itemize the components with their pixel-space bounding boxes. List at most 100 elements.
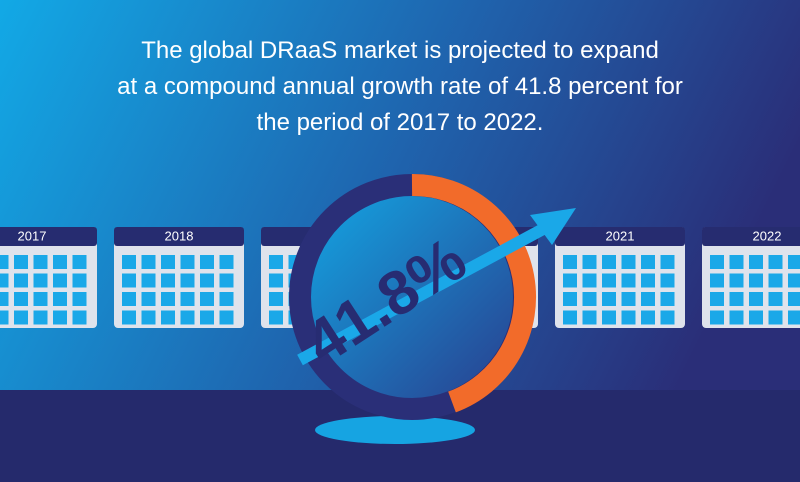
calendar-day <box>72 292 87 306</box>
calendar-day <box>122 292 136 306</box>
calendar-day <box>729 273 744 288</box>
ring-highlight <box>411 173 536 413</box>
headline-line: The global DRaaS market is projected to … <box>141 37 659 64</box>
calendar-day <box>53 255 67 269</box>
calendar-day <box>219 292 234 306</box>
calendar-day <box>200 292 214 306</box>
calendar-header <box>0 227 97 246</box>
calendar-day <box>200 310 214 325</box>
calendar-day <box>788 292 800 306</box>
calendar-header <box>702 227 800 246</box>
calendar-day <box>788 273 800 288</box>
calendar-day <box>200 255 214 269</box>
calendar-day <box>72 255 87 269</box>
calendar-day <box>729 292 744 306</box>
calendar-day <box>122 310 136 325</box>
calendar-day <box>729 310 744 325</box>
calendar-day <box>582 273 597 288</box>
calendar-day <box>53 310 67 325</box>
calendar-day <box>0 310 9 325</box>
calendar-day <box>768 310 783 325</box>
calendar-day <box>33 255 48 269</box>
calendar-day <box>582 255 597 269</box>
calendar-day <box>749 273 763 288</box>
calendar-day <box>0 292 9 306</box>
calendar-day <box>710 310 724 325</box>
calendar-day <box>660 255 675 269</box>
calendar-day <box>641 310 655 325</box>
calendar-year: 2018 <box>165 228 194 243</box>
calendar-day <box>641 255 655 269</box>
calendar-day <box>180 255 195 269</box>
calendar-day <box>269 292 283 306</box>
calendar-day <box>269 273 283 288</box>
calendar-day <box>563 255 577 269</box>
calendar-day <box>33 273 48 288</box>
calendar-day <box>0 255 9 269</box>
calendar-day <box>563 310 577 325</box>
calendar-header <box>555 227 685 246</box>
calendar-day <box>602 292 616 306</box>
calendar-day <box>14 292 28 306</box>
calendar-day <box>768 292 783 306</box>
calendar-day <box>33 292 48 306</box>
headline-line: the period of 2017 to 2022. <box>257 109 544 136</box>
calendar-day <box>180 292 195 306</box>
calendar-day <box>219 310 234 325</box>
calendar-day <box>582 310 597 325</box>
calendar-day <box>14 310 28 325</box>
calendar-day <box>219 273 234 288</box>
calendar-day <box>660 292 675 306</box>
calendar-day <box>768 273 783 288</box>
calendar-day <box>641 273 655 288</box>
calendar-day <box>788 255 800 269</box>
calendar-day <box>161 292 175 306</box>
calendar-day <box>219 255 234 269</box>
calendar-day <box>53 292 67 306</box>
calendar-day <box>122 255 136 269</box>
calendar-day <box>602 273 616 288</box>
calendar-day <box>582 292 597 306</box>
arrow-head <box>530 208 576 245</box>
calendar-day <box>53 273 67 288</box>
calendar-day <box>749 310 763 325</box>
calendar-day <box>161 310 175 325</box>
growth-arrow <box>297 222 548 366</box>
calendar-day <box>621 310 636 325</box>
calendar-day <box>788 310 800 325</box>
calendar-day <box>602 255 616 269</box>
calendar-day <box>710 255 724 269</box>
calendar-day <box>141 273 156 288</box>
calendar-day <box>200 273 214 288</box>
ring-base <box>315 416 475 444</box>
calendar-year: 2017 <box>18 228 47 243</box>
calendar-day <box>0 273 9 288</box>
calendar-day <box>602 310 616 325</box>
calendar-day <box>180 310 195 325</box>
calendar-day <box>141 255 156 269</box>
calendar-day <box>161 273 175 288</box>
calendar-day <box>269 310 283 325</box>
calendar-year: 2021 <box>606 228 635 243</box>
calendar-day <box>768 255 783 269</box>
calendar-day <box>14 255 28 269</box>
calendar-day <box>749 292 763 306</box>
calendar-day <box>621 292 636 306</box>
calendar-day <box>660 310 675 325</box>
calendar-day <box>563 292 577 306</box>
calendar-day <box>710 292 724 306</box>
calendar-day <box>641 292 655 306</box>
calendar-day <box>660 273 675 288</box>
calendar-day <box>141 292 156 306</box>
calendar-day <box>122 273 136 288</box>
headline-line: at a compound annual growth rate of 41.8… <box>117 73 683 100</box>
calendar-day <box>33 310 48 325</box>
calendar-day <box>161 255 175 269</box>
calendar-day <box>710 273 724 288</box>
calendar-day <box>72 310 87 325</box>
calendar-day <box>72 273 87 288</box>
calendar-day <box>180 273 195 288</box>
calendar-day <box>621 255 636 269</box>
calendar-day <box>563 273 577 288</box>
